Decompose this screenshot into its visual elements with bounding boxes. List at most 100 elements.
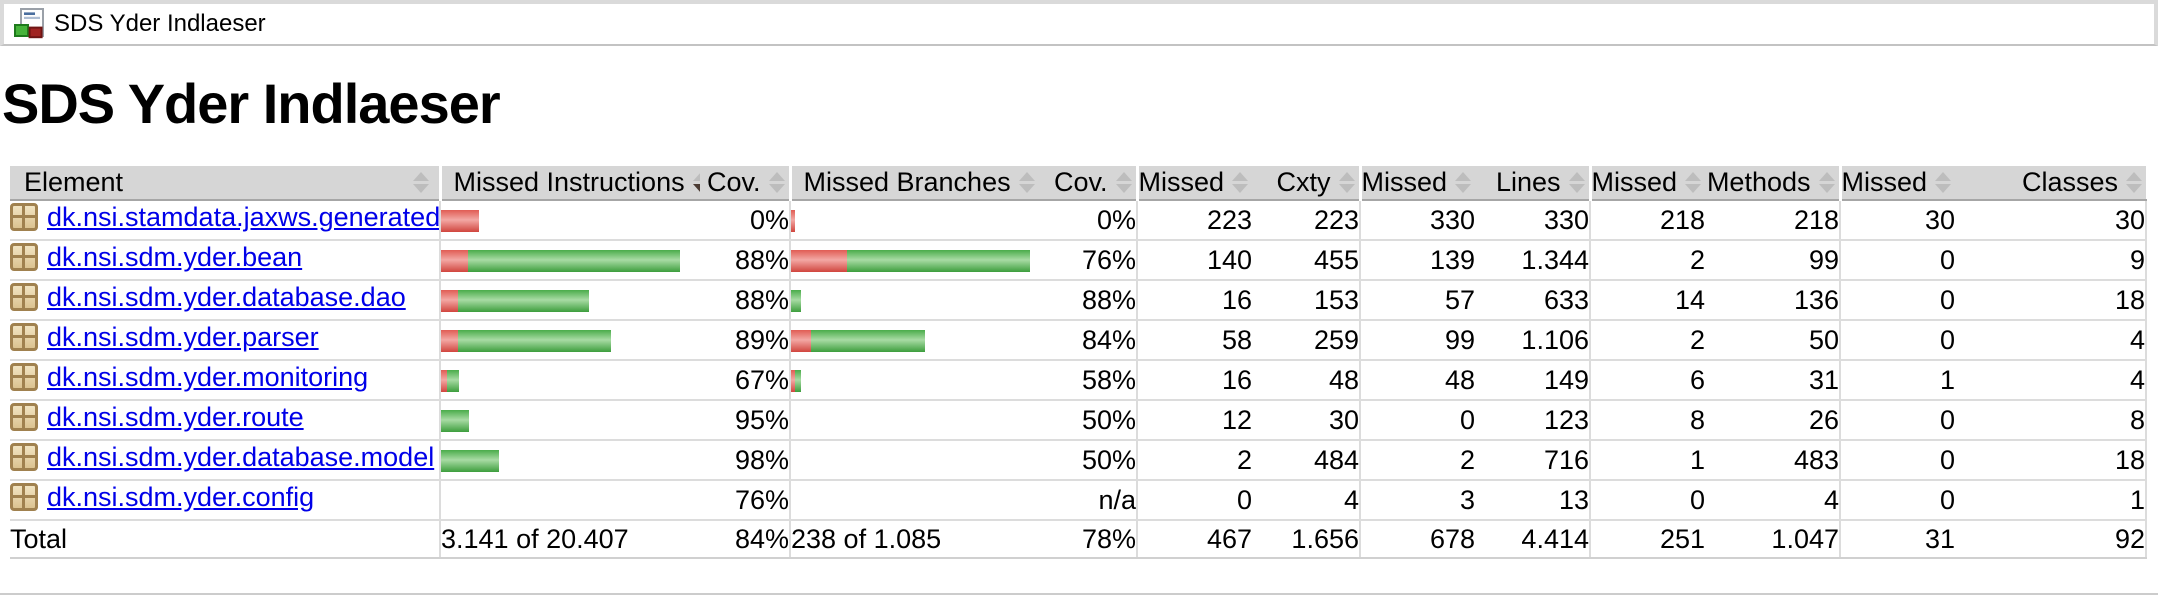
lines: 13 bbox=[1475, 480, 1590, 521]
lines: 1.344 bbox=[1475, 240, 1590, 281]
sort-icon[interactable] bbox=[1018, 172, 1035, 193]
missed-lines: 0 bbox=[1359, 400, 1475, 441]
methods: 50 bbox=[1705, 320, 1840, 361]
instructions-coverage-pct: 76% bbox=[700, 480, 790, 521]
column-header-missed-cxty[interactable]: Missed bbox=[1135, 166, 1252, 201]
sort-icon[interactable] bbox=[1935, 172, 1951, 193]
missed-methods: 218 bbox=[1589, 200, 1705, 241]
covered-bar-segment bbox=[847, 250, 1030, 273]
branches-coverage-bar bbox=[789, 360, 1050, 401]
package-icon bbox=[10, 283, 38, 312]
sort-icon[interactable] bbox=[412, 172, 429, 193]
column-header-missed-instructions[interactable]: Missed Instructions bbox=[438, 166, 700, 201]
covered-bar-segment bbox=[811, 330, 925, 353]
sort-icon[interactable] bbox=[1685, 172, 1701, 193]
column-header-methods[interactable]: Methods bbox=[1705, 166, 1840, 201]
missed-methods: 14 bbox=[1589, 280, 1705, 321]
missed-cxty: 12 bbox=[1136, 400, 1252, 441]
methods: 218 bbox=[1705, 200, 1840, 241]
instructions-coverage-bar bbox=[439, 480, 700, 521]
column-header-missed-branches[interactable]: Missed Branches bbox=[788, 166, 1050, 201]
package-icon bbox=[10, 323, 38, 352]
package-link[interactable]: dk.nsi.sdm.yder.database.dao bbox=[10, 282, 406, 313]
branches-coverage-pct: 0% bbox=[1050, 200, 1137, 241]
missed-lines: 2 bbox=[1359, 440, 1475, 481]
package-name: dk.nsi.stamdata.jaxws.generated bbox=[47, 201, 440, 232]
covered-bar-segment bbox=[442, 410, 469, 433]
sort-desc-icon[interactable] bbox=[692, 172, 700, 193]
column-header-instr-cov[interactable]: Cov. bbox=[700, 166, 790, 201]
cxty: 30 bbox=[1252, 400, 1360, 441]
branches-coverage-pct: 50% bbox=[1050, 400, 1137, 441]
total-cxty: 1.656 bbox=[1252, 520, 1360, 559]
branches-coverage-pct: 88% bbox=[1050, 280, 1137, 321]
package-link[interactable]: dk.nsi.stamdata.jaxws.generated bbox=[10, 202, 440, 233]
total-missed-classes: 31 bbox=[1839, 520, 1955, 559]
package-link[interactable]: dk.nsi.sdm.yder.bean bbox=[10, 242, 302, 273]
sort-icon[interactable] bbox=[768, 172, 785, 193]
missed-bar-segment bbox=[792, 250, 847, 273]
sort-icon[interactable] bbox=[1115, 172, 1132, 193]
package-link[interactable]: dk.nsi.sdm.yder.config bbox=[10, 482, 314, 513]
missed-lines: 330 bbox=[1359, 200, 1475, 241]
methods: 31 bbox=[1705, 360, 1840, 401]
lines: 716 bbox=[1475, 440, 1590, 481]
package-link[interactable]: dk.nsi.sdm.yder.database.model bbox=[10, 442, 434, 473]
missed-cxty: 140 bbox=[1136, 240, 1252, 281]
branches-coverage-pct: n/a bbox=[1050, 480, 1137, 521]
column-header-missed-methods[interactable]: Missed bbox=[1588, 166, 1705, 201]
missed-classes: 1 bbox=[1839, 360, 1955, 401]
classes: 1 bbox=[1955, 480, 2147, 521]
sort-icon[interactable] bbox=[1568, 172, 1585, 193]
methods: 99 bbox=[1705, 240, 1840, 281]
total-lines: 4.414 bbox=[1475, 520, 1590, 559]
classes: 8 bbox=[1955, 400, 2147, 441]
package-link[interactable]: dk.nsi.sdm.yder.monitoring bbox=[10, 362, 368, 393]
column-header-cxty[interactable]: Cxty bbox=[1252, 166, 1360, 201]
missed-classes: 0 bbox=[1839, 280, 1955, 321]
instructions-coverage-bar bbox=[439, 200, 700, 241]
missed-methods: 8 bbox=[1589, 400, 1705, 441]
column-header-element[interactable]: Element bbox=[10, 166, 440, 201]
report-icon bbox=[14, 8, 44, 40]
cxty: 484 bbox=[1252, 440, 1360, 481]
package-icon bbox=[10, 443, 38, 472]
covered-bar-segment bbox=[468, 250, 680, 273]
sort-icon[interactable] bbox=[1232, 172, 1248, 193]
cxty: 223 bbox=[1252, 200, 1360, 241]
column-header-lines[interactable]: Lines bbox=[1475, 166, 1590, 201]
missed-bar-segment bbox=[442, 250, 468, 273]
branches-coverage-pct: 84% bbox=[1050, 320, 1137, 361]
column-header-classes[interactable]: Classes bbox=[1955, 166, 2146, 201]
column-header-branch-cov[interactable]: Cov. bbox=[1050, 166, 1137, 201]
missed-classes: 0 bbox=[1839, 240, 1955, 281]
missed-methods: 6 bbox=[1589, 360, 1705, 401]
column-header-missed-lines[interactable]: Missed bbox=[1358, 166, 1475, 201]
lines: 1.106 bbox=[1475, 320, 1590, 361]
sort-icon[interactable] bbox=[1455, 172, 1471, 193]
table-row: dk.nsi.sdm.yder.route 95% 50% 12 30 0 12… bbox=[10, 400, 2147, 441]
package-link[interactable]: dk.nsi.sdm.yder.parser bbox=[10, 322, 319, 353]
total-missed-cxty: 467 bbox=[1136, 520, 1252, 559]
missed-cxty: 0 bbox=[1136, 480, 1252, 521]
package-name: dk.nsi.sdm.yder.config bbox=[47, 481, 315, 512]
branches-coverage-bar bbox=[789, 280, 1050, 321]
sort-icon[interactable] bbox=[1818, 172, 1835, 193]
package-link[interactable]: dk.nsi.sdm.yder.route bbox=[10, 402, 304, 433]
package-name: dk.nsi.sdm.yder.database.model bbox=[47, 441, 435, 472]
missed-bar-segment bbox=[442, 290, 458, 313]
missed-methods: 2 bbox=[1589, 240, 1705, 281]
instructions-coverage-bar bbox=[439, 360, 700, 401]
instructions-coverage-bar bbox=[439, 400, 700, 441]
branches-coverage-bar bbox=[789, 440, 1050, 481]
sort-icon[interactable] bbox=[1338, 172, 1355, 193]
column-header-missed-classes[interactable]: Missed bbox=[1838, 166, 1955, 201]
missed-classes: 0 bbox=[1839, 480, 1955, 521]
sort-icon[interactable] bbox=[2126, 172, 2142, 193]
branches-coverage-bar bbox=[789, 240, 1050, 281]
covered-bar-segment bbox=[458, 330, 611, 353]
missed-lines: 57 bbox=[1359, 280, 1475, 321]
package-name: dk.nsi.sdm.yder.bean bbox=[47, 241, 303, 272]
missed-lines: 139 bbox=[1359, 240, 1475, 281]
branches-coverage-bar bbox=[789, 320, 1050, 361]
